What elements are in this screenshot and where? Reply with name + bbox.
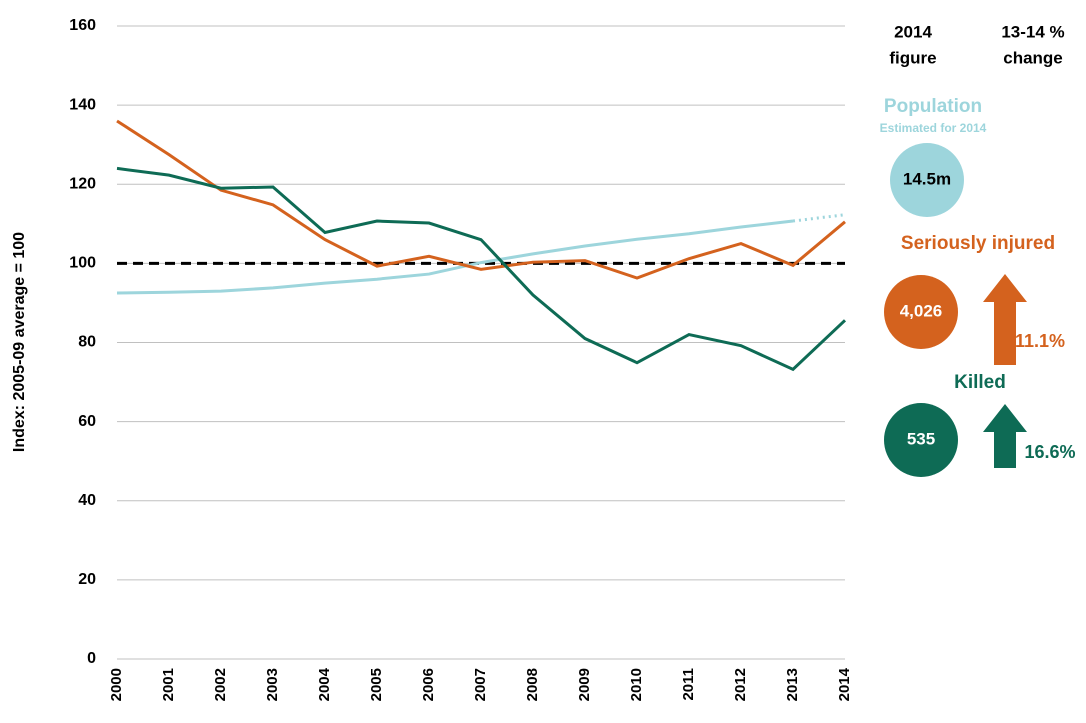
column-header: change [1003,48,1063,67]
x-tick-label: 2008 [524,668,541,701]
y-tick-label: 100 [69,255,96,272]
x-tick-label: 2010 [628,668,645,701]
legend-label: Seriously injured [901,233,1055,254]
legend-label: Killed [954,372,1006,393]
x-tick-label: 2007 [472,668,489,701]
column-header: figure [889,48,936,67]
legend-label: Population [884,96,982,117]
x-tick-label: 2000 [108,668,125,701]
figure-circle [884,275,958,349]
x-tick-label: 2002 [212,668,229,701]
x-tick-label: 2005 [368,668,385,701]
figure-value: 14.5m [903,169,951,188]
x-tick-label: 2006 [420,668,437,701]
change-arrow [983,404,1027,468]
figure-value: 4,026 [900,301,943,320]
figure-circle [890,143,964,217]
x-tick-label: 2003 [264,668,281,701]
column-header: 2014 [894,22,932,41]
column-header: 13-14 % [1001,22,1064,41]
y-tick-label: 60 [78,413,96,430]
x-tick-label: 2009 [576,668,593,701]
x-tick-label: 2001 [160,668,177,701]
legend-note: Estimated for 2014 [880,121,987,135]
x-tick-label: 2013 [784,668,801,701]
y-tick-label: 80 [78,334,96,351]
y-tick-label: 140 [69,96,96,113]
change-value: 11.1% [1015,331,1065,351]
y-tick-label: 0 [87,650,96,667]
x-tick-label: 2014 [836,667,853,701]
x-tick-label: 2011 [680,668,697,701]
change-value: 16.6% [1024,442,1075,462]
line [116,166,847,372]
y-tick-label: 40 [78,492,96,509]
y-tick-label: 20 [78,571,96,588]
y-tick-label: 120 [69,175,96,192]
line [116,119,846,280]
y-tick-label: 160 [69,17,96,34]
change-arrow [983,274,1027,365]
x-tick-label: 2012 [732,668,749,701]
y-axis-label: Index: 2005-09 average = 100 [11,232,28,452]
line-estimate [792,213,846,223]
figure-circle [884,403,958,477]
figure-value: 535 [907,429,935,448]
x-tick-label: 2004 [316,667,333,701]
line [116,219,794,295]
